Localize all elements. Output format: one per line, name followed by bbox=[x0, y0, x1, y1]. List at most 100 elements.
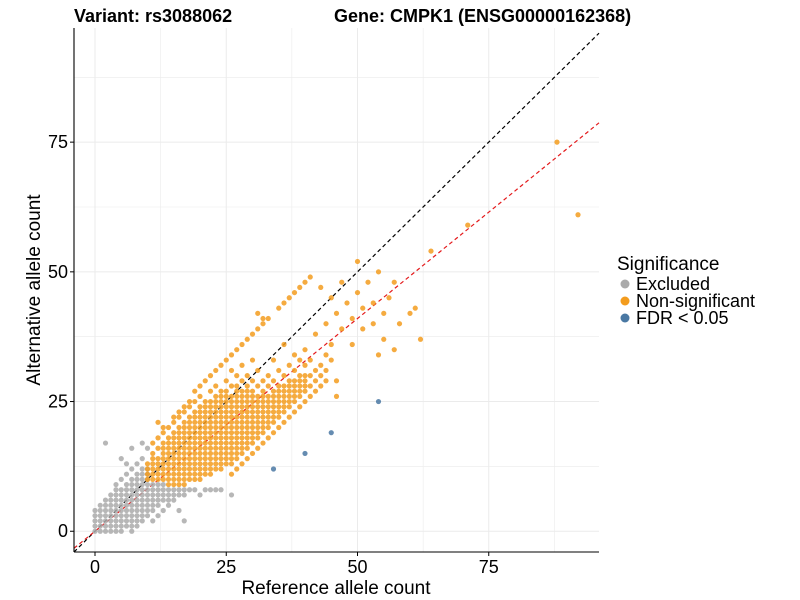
point-excluded bbox=[160, 492, 166, 498]
point-excluded bbox=[118, 518, 124, 524]
point-non-significant bbox=[255, 445, 261, 451]
point-non-significant bbox=[218, 430, 224, 436]
point-non-significant bbox=[234, 393, 240, 399]
point-non-significant bbox=[228, 424, 235, 431]
point-excluded bbox=[123, 492, 130, 498]
point-excluded bbox=[139, 497, 145, 503]
point-excluded bbox=[165, 487, 172, 493]
point-non-significant bbox=[249, 409, 256, 415]
point-excluded bbox=[123, 513, 130, 519]
point-non-significant bbox=[171, 430, 177, 436]
point-non-significant bbox=[197, 471, 203, 477]
point-excluded bbox=[181, 487, 187, 493]
point-non-significant bbox=[192, 398, 198, 405]
x-tick-label: 25 bbox=[216, 557, 236, 577]
point-excluded bbox=[160, 497, 166, 503]
legend-marker-fdr bbox=[620, 313, 630, 323]
point-excluded bbox=[102, 440, 109, 446]
point-non-significant bbox=[176, 424, 182, 431]
point-excluded bbox=[155, 481, 161, 488]
point-non-significant bbox=[197, 409, 203, 415]
point-excluded bbox=[134, 497, 140, 503]
point-excluded bbox=[176, 507, 182, 514]
point-non-significant bbox=[160, 445, 166, 451]
point-non-significant bbox=[297, 393, 303, 399]
point-non-significant bbox=[239, 445, 245, 451]
point-non-significant bbox=[234, 466, 240, 472]
point-excluded bbox=[113, 492, 119, 498]
point-excluded bbox=[176, 492, 182, 498]
point-excluded bbox=[97, 502, 103, 508]
point-non-significant bbox=[297, 357, 303, 363]
point-non-significant bbox=[197, 476, 203, 482]
point-excluded bbox=[134, 461, 140, 467]
point-non-significant bbox=[281, 419, 287, 425]
point-excluded bbox=[102, 502, 109, 508]
point-non-significant bbox=[192, 424, 198, 431]
point-non-significant bbox=[223, 450, 229, 457]
point-non-significant bbox=[228, 419, 235, 425]
point-excluded bbox=[155, 513, 161, 519]
point-non-significant bbox=[239, 362, 245, 368]
point-non-significant bbox=[260, 409, 266, 415]
point-non-significant bbox=[297, 284, 303, 291]
point-excluded bbox=[113, 507, 119, 514]
point-non-significant bbox=[197, 450, 203, 457]
point-non-significant bbox=[333, 393, 340, 399]
point-non-significant bbox=[223, 430, 229, 436]
point-non-significant bbox=[181, 466, 187, 472]
point-non-significant bbox=[176, 409, 182, 415]
point-non-significant bbox=[160, 440, 166, 446]
point-non-significant bbox=[291, 393, 298, 399]
point-non-significant bbox=[171, 481, 177, 488]
point-non-significant bbox=[575, 212, 581, 218]
point-non-significant bbox=[302, 398, 308, 405]
point-non-significant bbox=[160, 461, 166, 467]
point-non-significant bbox=[213, 466, 219, 472]
point-non-significant bbox=[265, 398, 271, 405]
point-non-significant bbox=[291, 289, 298, 296]
point-non-significant bbox=[228, 435, 235, 441]
point-non-significant bbox=[192, 388, 198, 394]
point-excluded bbox=[160, 507, 166, 514]
point-non-significant bbox=[249, 357, 256, 363]
point-non-significant bbox=[249, 440, 256, 446]
point-non-significant bbox=[192, 445, 198, 451]
x-tick-label: 0 bbox=[90, 557, 100, 577]
point-non-significant bbox=[181, 461, 187, 467]
point-excluded bbox=[129, 466, 135, 472]
point-excluded bbox=[134, 487, 140, 493]
point-excluded bbox=[144, 487, 151, 493]
point-non-significant bbox=[197, 440, 203, 446]
point-non-significant bbox=[207, 430, 214, 436]
point-non-significant bbox=[150, 471, 156, 477]
point-non-significant bbox=[312, 388, 319, 394]
point-non-significant bbox=[160, 456, 166, 462]
point-excluded bbox=[150, 492, 156, 498]
point-non-significant bbox=[197, 419, 203, 425]
y-tick-label: 25 bbox=[48, 392, 68, 412]
point-non-significant bbox=[249, 435, 256, 441]
point-non-significant bbox=[354, 258, 361, 265]
point-non-significant bbox=[165, 471, 172, 477]
point-non-significant bbox=[370, 300, 376, 306]
point-non-significant bbox=[255, 393, 261, 399]
point-excluded bbox=[123, 507, 130, 514]
variant-title: Variant: rs3088062 bbox=[74, 6, 232, 26]
point-non-significant bbox=[381, 310, 387, 316]
point-non-significant bbox=[234, 456, 240, 462]
point-excluded bbox=[144, 507, 151, 514]
point-non-significant bbox=[297, 378, 303, 384]
point-non-significant bbox=[276, 388, 282, 394]
point-non-significant bbox=[323, 378, 329, 384]
point-non-significant bbox=[218, 398, 224, 405]
y-tick-label: 50 bbox=[48, 262, 68, 282]
point-non-significant bbox=[171, 435, 177, 441]
point-excluded bbox=[139, 466, 145, 472]
point-excluded bbox=[123, 471, 130, 477]
point-non-significant bbox=[286, 414, 292, 420]
point-excluded bbox=[118, 513, 124, 519]
point-non-significant bbox=[192, 471, 198, 477]
point-excluded bbox=[102, 528, 109, 534]
point-non-significant bbox=[265, 315, 271, 322]
